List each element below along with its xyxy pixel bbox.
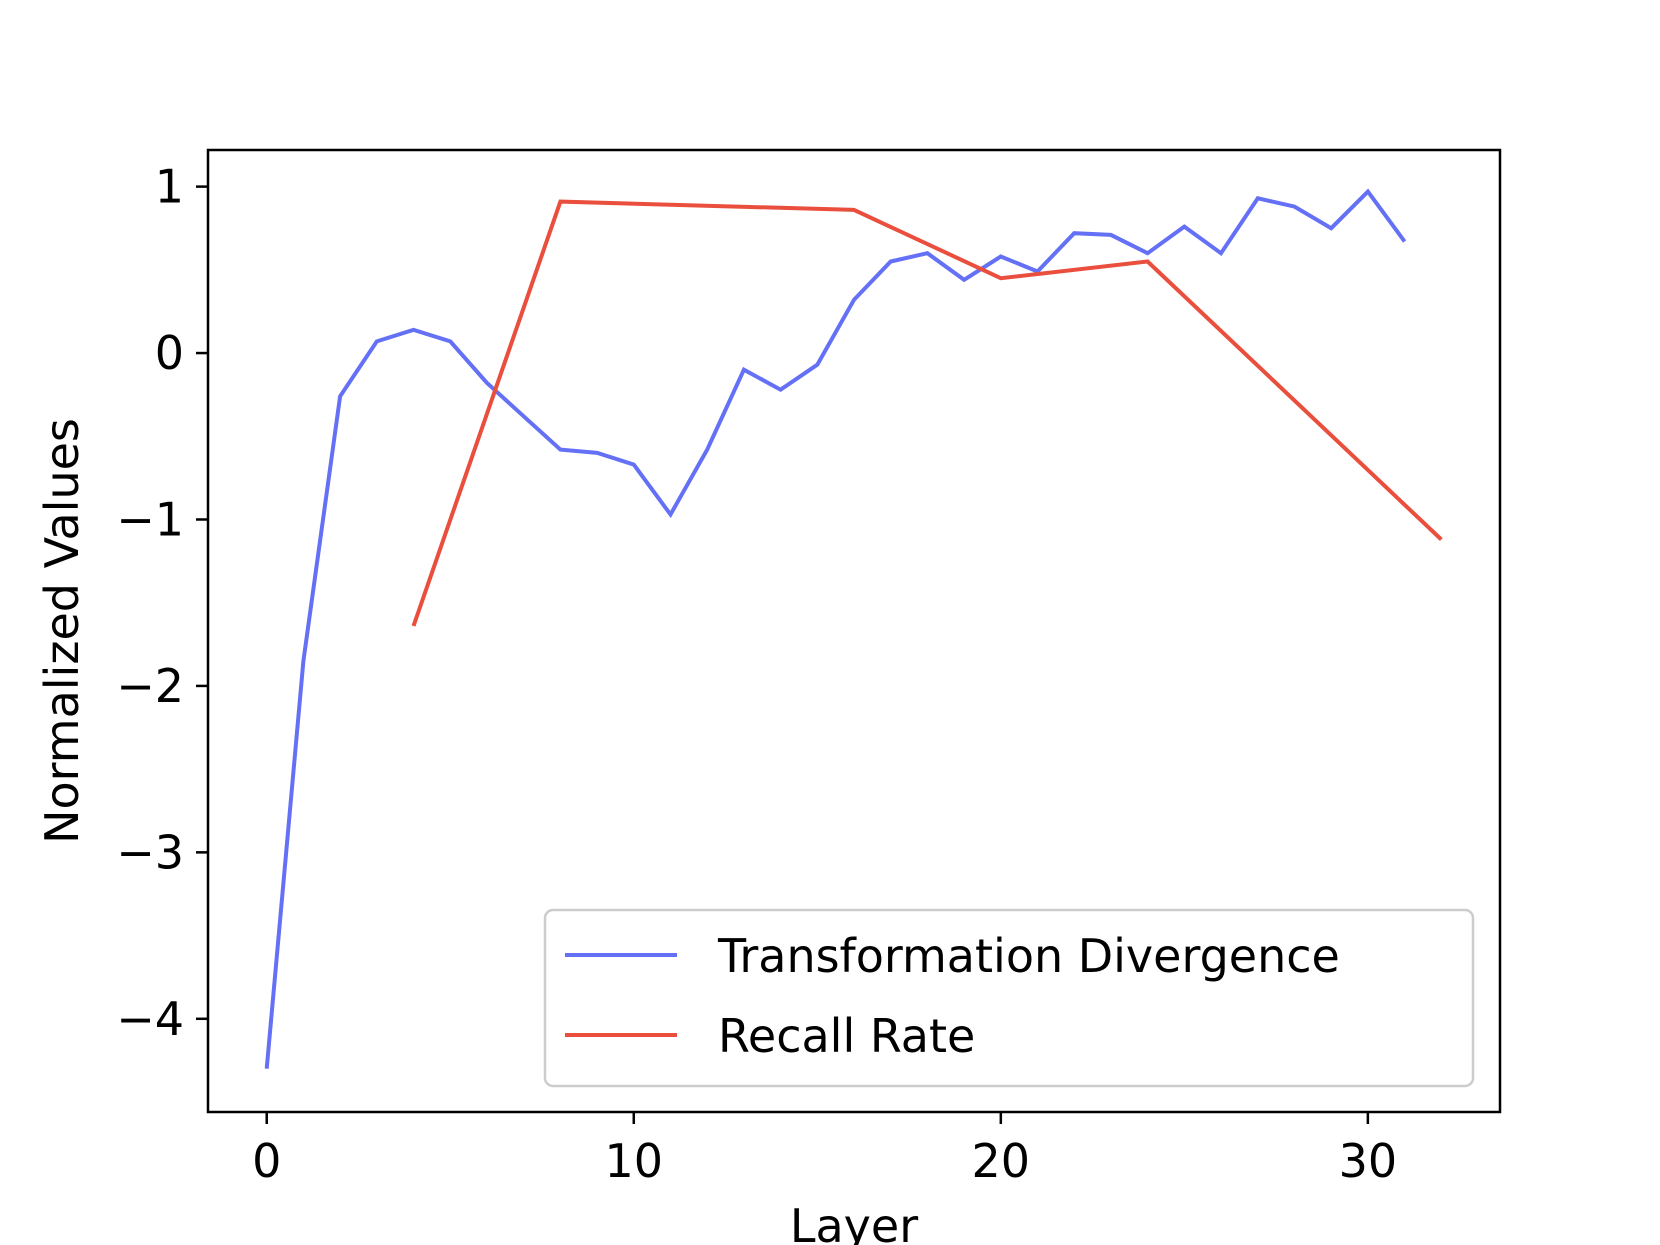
- y-tick-label: −3: [116, 825, 184, 879]
- y-tick-label: 1: [155, 160, 184, 214]
- series-line-0: [264, 188, 1407, 1069]
- y-tick-label: −2: [116, 659, 184, 713]
- x-tick-label: 30: [1339, 1134, 1398, 1188]
- y-axis-ticks: 1 0 −1 −2 −3 −4: [116, 160, 208, 1046]
- plot-area-frame: [206, 148, 1502, 1114]
- y-tick-label: −1: [116, 492, 184, 546]
- x-axis-label: Layer: [790, 1199, 918, 1245]
- x-tick-label: 20: [972, 1134, 1031, 1188]
- legend-box: [543, 908, 1475, 1088]
- x-axis-ticks: 0 10 20 30: [252, 1112, 1397, 1188]
- series-line-1: [411, 199, 1443, 627]
- x-tick-label: 10: [604, 1134, 663, 1188]
- y-tick-label: 0: [155, 326, 184, 380]
- legend: Transformation Divergence Recall Rate: [543, 908, 1475, 1088]
- legend-label: Transformation Divergence: [717, 929, 1340, 983]
- series-layer: [264, 188, 1443, 1069]
- x-tick-label: 0: [252, 1134, 281, 1188]
- y-axis-label: Normalized Values: [35, 418, 89, 844]
- legend-label: Recall Rate: [718, 1009, 975, 1063]
- y-tick-label: −4: [116, 992, 184, 1046]
